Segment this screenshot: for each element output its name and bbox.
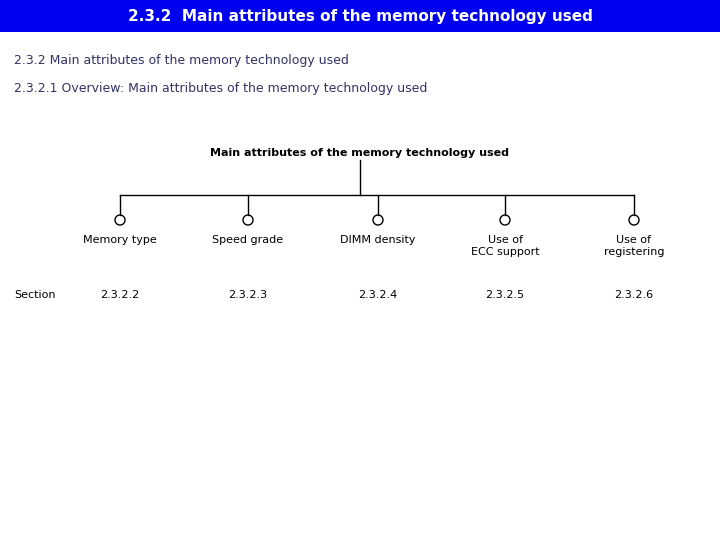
Text: Memory type: Memory type bbox=[83, 235, 157, 245]
Text: 2.3.2.3: 2.3.2.3 bbox=[228, 290, 268, 300]
Text: 2.3.2  Main attributes of the memory technology used: 2.3.2 Main attributes of the memory tech… bbox=[127, 9, 593, 24]
Bar bbox=[0, 0, 720, 32]
Text: Section: Section bbox=[14, 290, 55, 300]
Text: Use of
registering: Use of registering bbox=[604, 235, 665, 256]
Text: 2.3.2 Main attributes of the memory technology used: 2.3.2 Main attributes of the memory tech… bbox=[14, 54, 349, 67]
Text: 2.3.2.6: 2.3.2.6 bbox=[614, 290, 654, 300]
Text: 2.3.2.4: 2.3.2.4 bbox=[359, 290, 397, 300]
Text: 2.3.2.2: 2.3.2.2 bbox=[100, 290, 140, 300]
Text: Main attributes of the memory technology used: Main attributes of the memory technology… bbox=[210, 148, 510, 158]
Text: Use of
ECC support: Use of ECC support bbox=[471, 235, 539, 256]
Text: 2.3.2.5: 2.3.2.5 bbox=[485, 290, 525, 300]
Text: 2.3.2.1 Overview: Main attributes of the memory technology used: 2.3.2.1 Overview: Main attributes of the… bbox=[14, 82, 428, 95]
Text: Speed grade: Speed grade bbox=[212, 235, 284, 245]
Text: DIMM density: DIMM density bbox=[341, 235, 415, 245]
